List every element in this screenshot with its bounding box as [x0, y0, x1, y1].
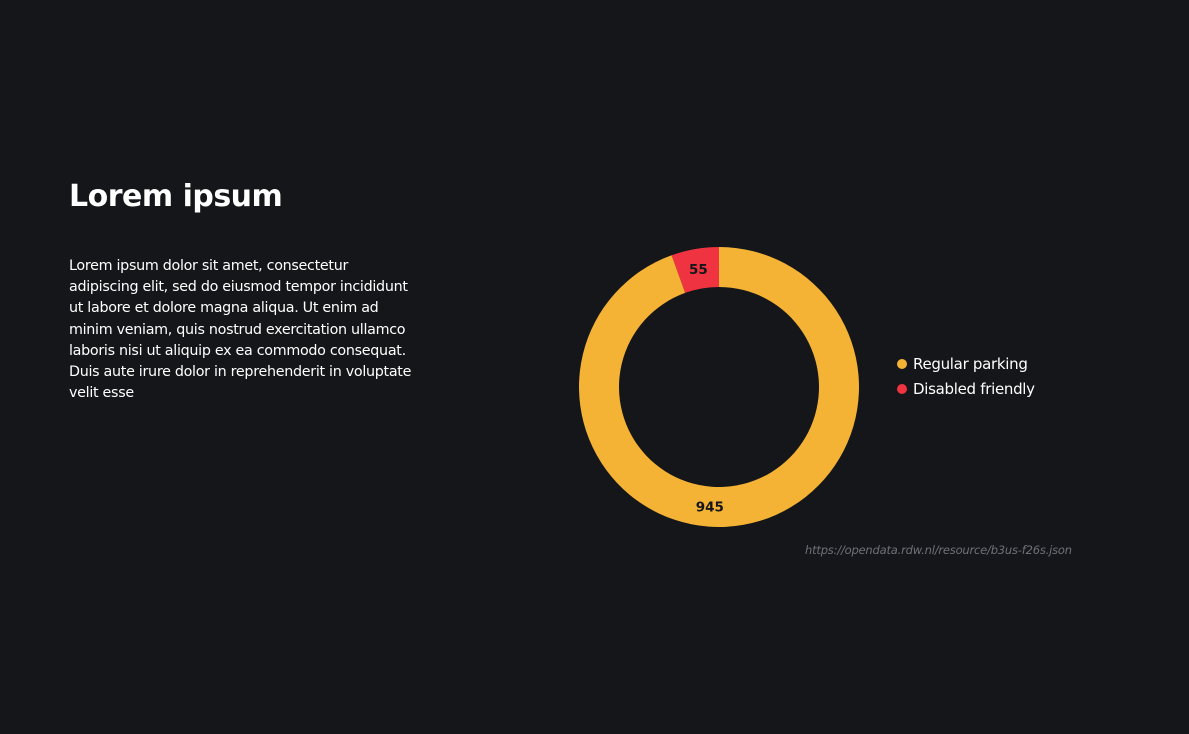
data-label-disabled-friendly: 55	[689, 262, 708, 278]
donut-slice-regular-parking[interactable]	[579, 247, 859, 527]
source-url: https://opendata.rdw.nl/resource/b3us-f2…	[805, 543, 1072, 557]
legend-dot-icon	[897, 383, 907, 394]
data-label-regular-parking: 945	[696, 500, 724, 516]
legend-label: Regular parking	[913, 354, 1028, 373]
page-title: Lorem ipsum	[69, 179, 283, 214]
legend-item-regular-parking[interactable]: Regular parking	[897, 351, 1035, 376]
chart-legend: Regular parking Disabled friendly	[897, 351, 1035, 401]
donut-slice-disabled-friendly[interactable]	[671, 247, 719, 293]
legend-label: Disabled friendly	[913, 379, 1035, 398]
legend-dot-icon	[897, 358, 907, 369]
description-text: Lorem ipsum dolor sit amet, consectetur …	[69, 258, 412, 402]
legend-item-disabled-friendly[interactable]: Disabled friendly	[897, 376, 1035, 401]
